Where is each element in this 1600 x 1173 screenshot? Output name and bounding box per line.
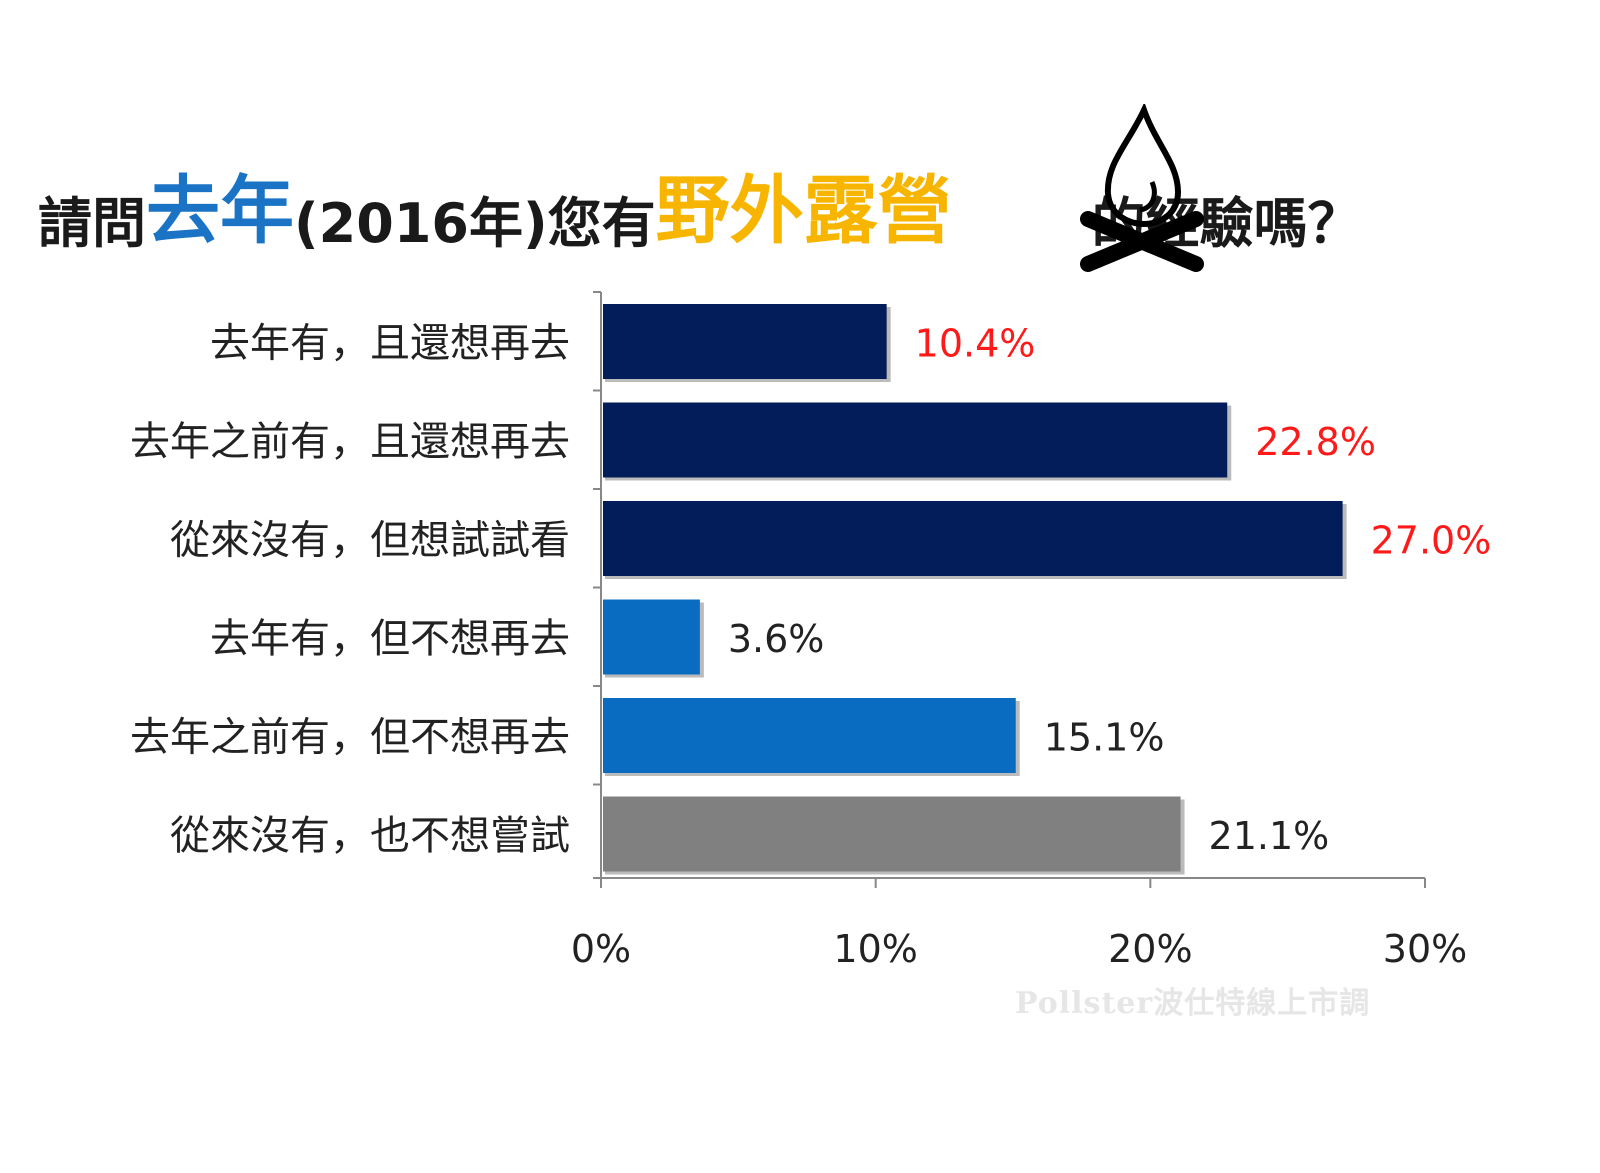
watermark: Pollster波仕特線上市調 bbox=[1015, 986, 1371, 1021]
x-tick-label: 20% bbox=[1108, 927, 1192, 971]
title-part-1: 請問 bbox=[38, 192, 146, 255]
data-label: 21.1% bbox=[1209, 814, 1330, 858]
title-part-3: (2016年)您有 bbox=[294, 192, 656, 255]
category-label: 去年有，但不想再去 bbox=[210, 616, 570, 662]
category-label: 去年之前有，且還想再去 bbox=[130, 419, 570, 465]
bar bbox=[603, 304, 887, 379]
category-label: 從來沒有，但想試試看 bbox=[170, 518, 570, 564]
data-label: 3.6% bbox=[728, 617, 825, 661]
x-tick-label: 10% bbox=[833, 927, 917, 971]
bar bbox=[603, 698, 1016, 773]
title-highlight-last-year: 去年 bbox=[146, 168, 294, 254]
campfire-icon bbox=[1080, 104, 1204, 272]
bar bbox=[603, 796, 1181, 872]
bar bbox=[603, 501, 1343, 576]
title-highlight-camping: 野外露營 bbox=[655, 168, 952, 254]
data-label: 10.4% bbox=[915, 322, 1036, 366]
category-label: 去年之前有，但不想再去 bbox=[130, 715, 570, 761]
data-label: 22.8% bbox=[1255, 420, 1376, 464]
data-label: 27.0% bbox=[1371, 519, 1492, 563]
x-tick-label: 30% bbox=[1383, 927, 1467, 971]
bar bbox=[603, 599, 700, 675]
category-label: 去年有，且還想再去 bbox=[210, 321, 570, 367]
category-label: 從來沒有，也不想嘗試 bbox=[170, 813, 570, 859]
data-label: 15.1% bbox=[1044, 716, 1165, 760]
x-tick-label: 0% bbox=[571, 927, 631, 971]
bar bbox=[603, 402, 1228, 478]
